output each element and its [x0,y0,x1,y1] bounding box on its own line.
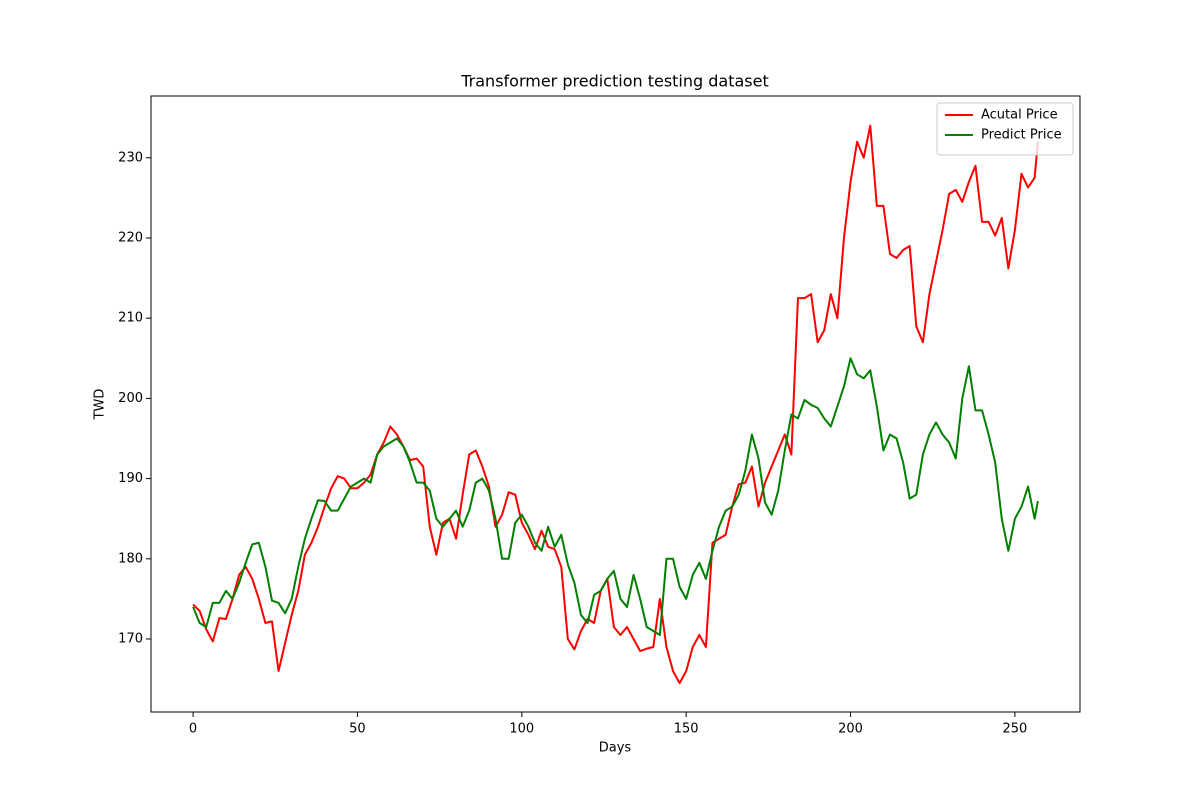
x-tick-label: 200 [838,722,863,737]
y-tick-label: 170 [118,632,143,647]
x-tick-label: 50 [349,722,366,737]
y-tick-label: 180 [118,551,143,566]
legend-label: Predict Price [981,128,1062,143]
x-tick-label: 150 [674,722,699,737]
y-tick-label: 190 [118,471,143,486]
legend-label: Acutal Price [981,108,1058,123]
data-line [192,124,1039,685]
x-tick-label: 0 [189,722,197,737]
data-line [192,357,1039,636]
x-tick-label: 250 [1002,722,1027,737]
x-axis-label: Days [599,741,632,756]
chart-title: Transformer prediction testing dataset [460,72,769,91]
y-tick-label: 200 [118,391,143,406]
x-tick-label: 100 [509,722,534,737]
y-axis-label: TWD [93,389,108,421]
axes-frame [150,95,1081,713]
y-tick-label: 210 [118,311,143,326]
y-tick-label: 220 [118,230,143,245]
y-tick-label: 230 [118,150,143,165]
